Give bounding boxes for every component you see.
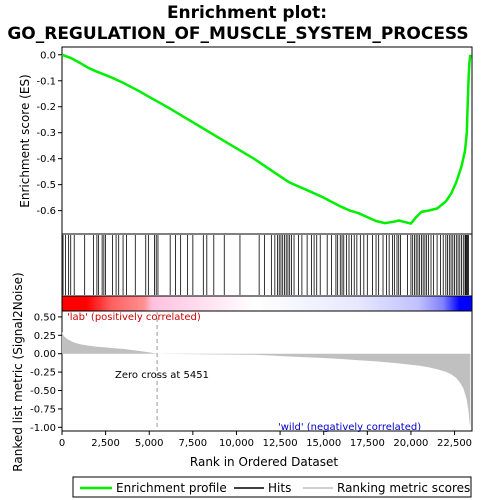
es-y-tick-label: -0.4 bbox=[36, 154, 56, 165]
x-tick-label: 12,500 bbox=[263, 438, 298, 449]
legend-hits-label: Hits bbox=[268, 481, 291, 495]
x-tick-label: 22,500 bbox=[437, 438, 472, 449]
neg-correlated-label: 'wild' (negatively correlated) bbox=[278, 422, 421, 433]
metric-y-tick-label: 0.00 bbox=[34, 349, 56, 360]
legend-profile-label: Enrichment profile bbox=[116, 481, 227, 495]
x-tick-label: 7,500 bbox=[179, 438, 208, 449]
x-tick-label: 5,000 bbox=[135, 438, 164, 449]
x-tick-label: 10,000 bbox=[219, 438, 254, 449]
legend-metric-label: Ranking metric scores bbox=[337, 481, 470, 495]
es-ylabel: Enrichment score (ES) bbox=[18, 74, 32, 207]
metric-panel: 0.50 0.25 0.00 -0.25 -0.50 -0.75 -1.00 'lab' (… bbox=[30, 310, 473, 434]
x-tick-label: 2,500 bbox=[91, 438, 120, 449]
chart-title-line1: Enrichment plot: bbox=[167, 3, 327, 23]
hits-panel bbox=[61, 233, 473, 297]
es-y-tick-label: -0.6 bbox=[36, 206, 56, 217]
es-y-tick-label: -0.3 bbox=[36, 128, 56, 139]
metric-y-tick-label: -0.75 bbox=[30, 404, 56, 415]
pos-correlated-label: 'lab' (positively correlated) bbox=[67, 312, 201, 323]
x-tick-label: 0 bbox=[59, 438, 65, 449]
metric-y-tick-label: -0.25 bbox=[30, 368, 56, 379]
ranking-metric-area bbox=[62, 331, 471, 428]
x-tick-label: 17,500 bbox=[350, 438, 385, 449]
es-y-tick-label: -0.2 bbox=[36, 102, 56, 113]
metric-y-tick-label: 0.25 bbox=[34, 331, 56, 342]
x-tick-label: 15,000 bbox=[306, 438, 341, 449]
metric-y-tick-label: 0.50 bbox=[34, 312, 56, 323]
zero-cross-label: Zero cross at 5451 bbox=[115, 370, 209, 381]
es-y-tick-label: -0.5 bbox=[36, 180, 56, 191]
metric-y-tick-label: -0.50 bbox=[30, 386, 56, 397]
enrichment-profile-line bbox=[61, 53, 472, 225]
metric-y-tick-label: -1.00 bbox=[30, 423, 56, 434]
es-y-tick-label: 0.0 bbox=[40, 50, 56, 61]
chart-title-line2: GO_REGULATION_OF_MUSCLE_SYSTEM_PROCESS bbox=[7, 24, 468, 44]
es-y-tick-label: -0.1 bbox=[36, 76, 56, 87]
rank-color-bar bbox=[61, 295, 473, 312]
x-axis-label: Rank in Ordered Dataset bbox=[190, 455, 338, 469]
es-panel: 0.0 -0.1 -0.2 -0.3 -0.4 -0.5 -0.6 bbox=[36, 46, 473, 235]
metric-ylabel: Ranked list metric (Signal2Noise) bbox=[11, 272, 25, 471]
x-tick-label: 20,000 bbox=[393, 438, 428, 449]
legend: Enrichment profile Hits Ranking metric s… bbox=[72, 476, 472, 498]
